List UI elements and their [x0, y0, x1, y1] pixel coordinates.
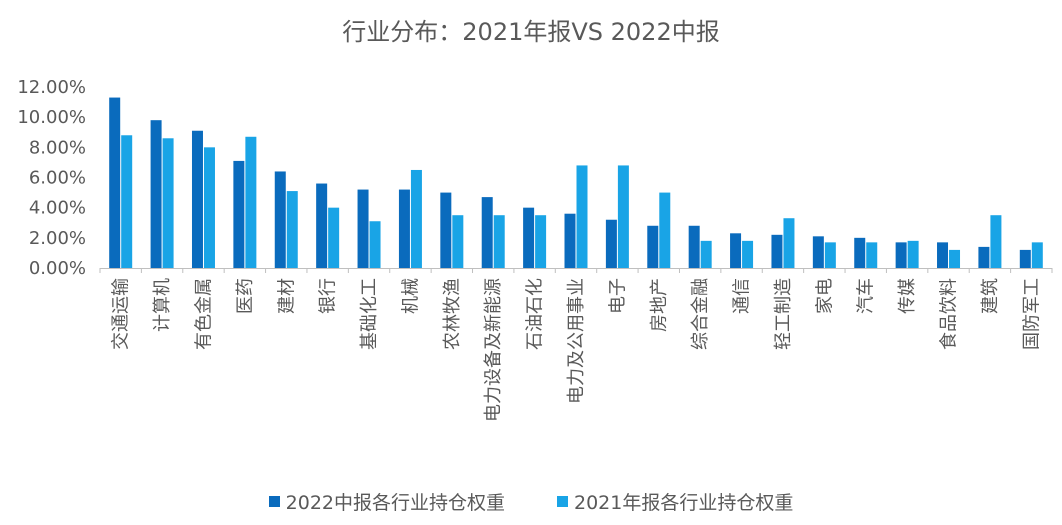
x-tick-label: 国防军工	[1021, 278, 1042, 350]
legend-item-2022: 2022中报各行业持仓权重	[268, 488, 505, 515]
x-tick-label: 银行	[318, 278, 339, 314]
bar-2022	[274, 171, 286, 268]
bar-2022	[730, 233, 742, 268]
y-tick-label: 10.00%	[17, 107, 86, 128]
bar-2021	[535, 215, 547, 268]
bar-2021	[1031, 242, 1043, 268]
bar-2021	[783, 218, 795, 268]
x-tick-label: 电力设备及新能源	[483, 278, 504, 422]
bar-2021	[824, 242, 836, 268]
y-tick-label: 6.00%	[29, 168, 86, 189]
x-tick-label: 医药	[235, 278, 256, 314]
bar-2022	[647, 225, 659, 268]
x-tick-label: 电力及公用事业	[566, 278, 587, 404]
x-tick-label: 交通运输	[111, 278, 132, 350]
bar-2022	[398, 189, 410, 268]
x-tick-label: 电子	[607, 278, 628, 314]
legend-item-2021: 2021年报各行业持仓权重	[557, 488, 793, 515]
x-tick-label: 综合金融	[690, 278, 711, 350]
y-tick-label: 8.00%	[29, 137, 86, 158]
bar-chart: 0.00% 2.00% 4.00% 6.00% 8.00% 10.00% 12.00% 交通运…	[17, 77, 1053, 422]
bar-2022	[895, 242, 907, 268]
chart-title: 行业分布：2021年报VS 2022中报	[342, 18, 720, 46]
bar-2021	[949, 249, 961, 268]
legend-label-2021: 2021年报各行业持仓权重	[574, 492, 794, 514]
x-tick-label: 汽车	[856, 278, 877, 314]
bar-2022	[854, 237, 866, 268]
bar-2022	[481, 197, 493, 268]
bar-2021	[493, 215, 505, 268]
x-tick-label: 基础化工	[359, 278, 380, 350]
bar-2021	[369, 221, 381, 268]
bar-2021	[990, 215, 1002, 268]
bar-2022	[564, 213, 576, 268]
bar-2022	[233, 160, 245, 268]
y-tick-label: 12.00%	[17, 77, 86, 98]
bar-2022	[357, 189, 369, 268]
bar-2022	[191, 130, 203, 268]
bar-2021	[121, 135, 133, 268]
bar-2022	[523, 207, 535, 268]
bar-2021	[576, 165, 588, 268]
x-tick-label: 机械	[400, 278, 421, 314]
bar-2022	[109, 97, 121, 268]
x-tick-label: 建材	[276, 278, 297, 314]
bar-2022	[688, 225, 700, 268]
bar-2021	[162, 138, 174, 268]
x-tick-label: 石油石化	[525, 278, 546, 350]
bar-2021	[907, 240, 919, 268]
legend-swatch-2022	[268, 496, 280, 507]
x-tick-label: 家电	[814, 278, 835, 314]
legend-swatch-2021	[557, 496, 568, 507]
bar-2022	[978, 246, 990, 268]
bar-2022	[812, 236, 824, 268]
bar-2021	[659, 192, 671, 268]
bar-2021	[866, 242, 878, 268]
bar-2021	[452, 215, 464, 268]
x-tick-label: 通信	[732, 278, 753, 314]
bar-2022	[316, 183, 328, 268]
bar-2021	[410, 169, 422, 268]
y-tick-label: 0.00%	[29, 258, 86, 279]
bar-2021	[286, 191, 298, 268]
y-tick-label: 4.00%	[29, 198, 86, 219]
bar-2022	[771, 234, 783, 268]
legend-label-2022: 2022中报各行业持仓权重	[285, 492, 505, 514]
bar-2022	[605, 219, 617, 268]
bar-2021	[617, 165, 629, 268]
x-tick-label: 建筑	[980, 278, 1001, 314]
bar-2022	[440, 192, 452, 268]
legend: 2022中报各行业持仓权重 2021年报各行业持仓权重	[0, 488, 1062, 515]
bar-2021	[700, 240, 712, 268]
bar-2021	[203, 147, 215, 268]
y-tick-label: 2.00%	[29, 228, 86, 249]
x-tick-label: 有色金属	[193, 278, 214, 350]
bar-2022	[150, 120, 162, 268]
x-tick-label: 轻工制造	[773, 278, 794, 350]
x-tick-label: 食品饮料	[939, 278, 960, 350]
bar-2021	[245, 136, 257, 268]
bar-2021	[328, 207, 340, 268]
x-tick-label: 计算机	[152, 278, 173, 332]
bar-2022	[937, 242, 949, 268]
x-tick-label: 农林牧渔	[442, 278, 463, 350]
bar-2021	[742, 240, 754, 268]
bar-2022	[1019, 249, 1031, 268]
x-tick-label: 传媒	[897, 278, 918, 314]
x-tick-label: 房地产	[649, 278, 670, 332]
